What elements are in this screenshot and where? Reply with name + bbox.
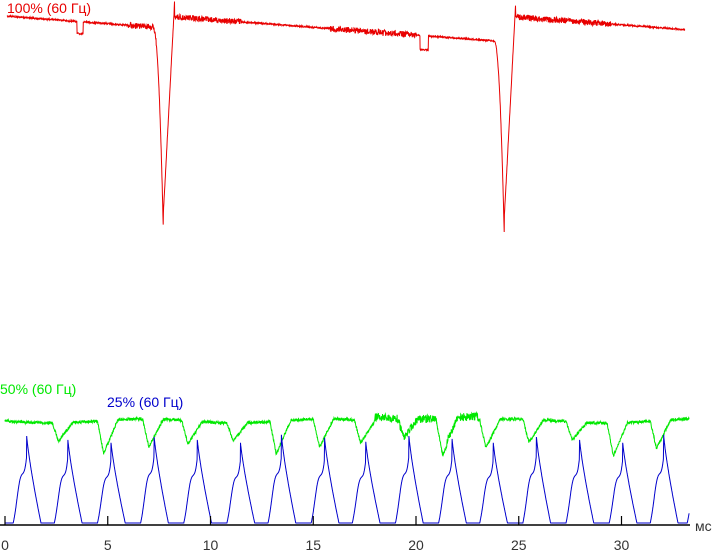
x-axis-unit: мс (695, 518, 712, 534)
series-line-50 (4, 411, 690, 457)
x-tick-label: 5 (104, 537, 112, 552)
x-tick-label: 15 (305, 537, 321, 552)
series-layer (4, 1, 690, 524)
x-tick-label: 25 (511, 537, 527, 552)
x-tick-label: 30 (614, 537, 630, 552)
x-tick-label: 20 (408, 537, 424, 552)
series-line-100 (6, 1, 686, 233)
series-label-25: 25% (60 Гц) (107, 394, 183, 410)
x-tick-label: 10 (203, 537, 219, 552)
ticks-layer: 0 5 10 15 20 25 30 (1, 516, 629, 552)
series-line-25 (5, 434, 690, 524)
series-label-100: 100% (60 Гц) (7, 0, 91, 16)
x-tick-label: 0 (1, 537, 9, 552)
series-label-50: 50% (60 Гц) (0, 381, 76, 397)
